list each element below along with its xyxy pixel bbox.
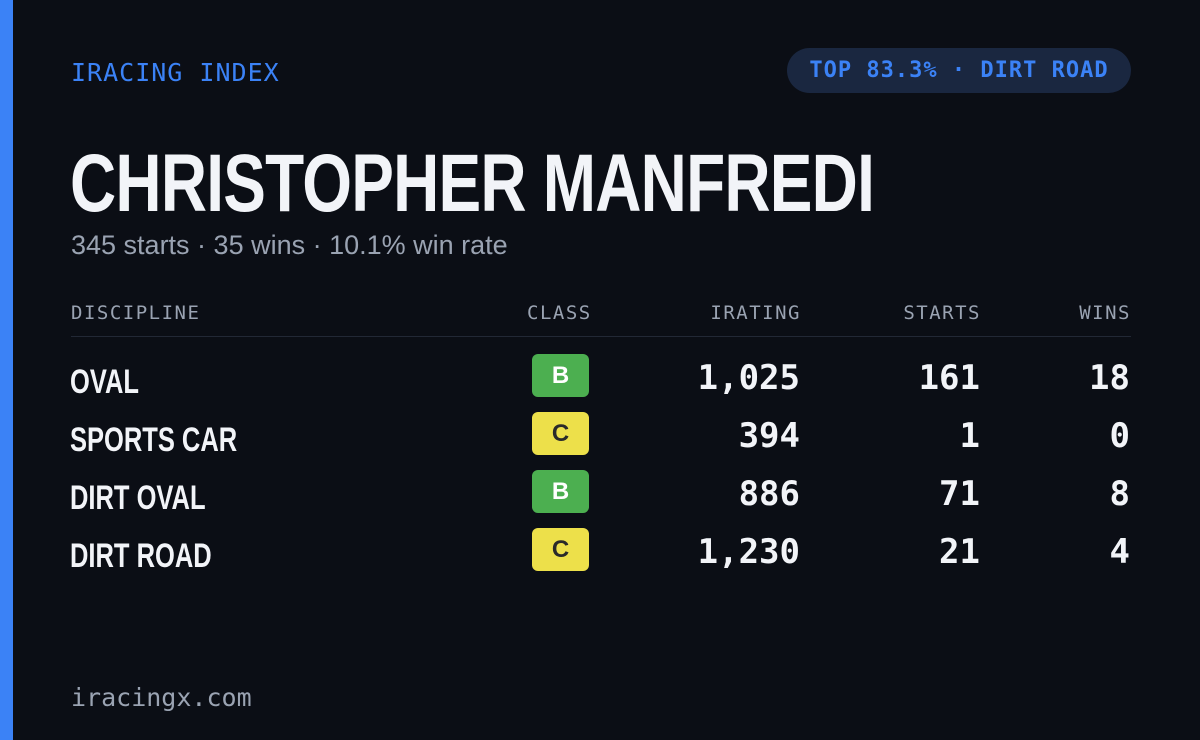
discipline-name: DIRT ROAD bbox=[70, 537, 212, 575]
rank-badge: TOP 83.3% · DIRT ROAD bbox=[787, 48, 1131, 93]
irating-value: 1,025 bbox=[697, 358, 800, 398]
header-divider bbox=[71, 336, 1131, 337]
wins-value: 18 bbox=[1089, 358, 1130, 398]
brand-label: IRACING INDEX bbox=[71, 58, 280, 87]
wins-value: 8 bbox=[1109, 474, 1130, 514]
starts-value: 161 bbox=[918, 358, 980, 398]
table-row: DIRT ROAD C 1,230 21 4 bbox=[0, 528, 1200, 586]
class-badge: C bbox=[532, 412, 589, 455]
header-class: CLASS bbox=[527, 302, 592, 324]
driver-name: CHRISTOPHER MANFREDI bbox=[70, 138, 875, 229]
irating-value: 394 bbox=[738, 416, 800, 456]
header-wins: WINS bbox=[1079, 302, 1131, 324]
table-row: OVAL B 1,025 161 18 bbox=[0, 354, 1200, 412]
irating-value: 886 bbox=[738, 474, 800, 514]
starts-value: 21 bbox=[939, 532, 980, 572]
wins-value: 4 bbox=[1109, 532, 1130, 572]
irating-value: 1,230 bbox=[697, 532, 800, 572]
starts-value: 1 bbox=[959, 416, 980, 456]
header-starts: STARTS bbox=[903, 302, 981, 324]
footer-domain: iracingx.com bbox=[71, 683, 252, 712]
starts-value: 71 bbox=[939, 474, 980, 514]
class-badge: B bbox=[532, 354, 589, 397]
header-discipline: DISCIPLINE bbox=[71, 302, 201, 324]
discipline-name: DIRT OVAL bbox=[70, 479, 206, 517]
class-badge: B bbox=[532, 470, 589, 513]
class-badge: C bbox=[532, 528, 589, 571]
table-row: DIRT OVAL B 886 71 8 bbox=[0, 470, 1200, 528]
discipline-name: OVAL bbox=[70, 363, 139, 401]
accent-bar bbox=[0, 0, 13, 740]
driver-summary: 345 starts · 35 wins · 10.1% win rate bbox=[71, 230, 508, 260]
table-row: SPORTS CAR C 394 1 0 bbox=[0, 412, 1200, 470]
wins-value: 0 bbox=[1109, 416, 1130, 456]
discipline-name: SPORTS CAR bbox=[70, 421, 238, 459]
header-irating: IRATING bbox=[710, 302, 801, 324]
